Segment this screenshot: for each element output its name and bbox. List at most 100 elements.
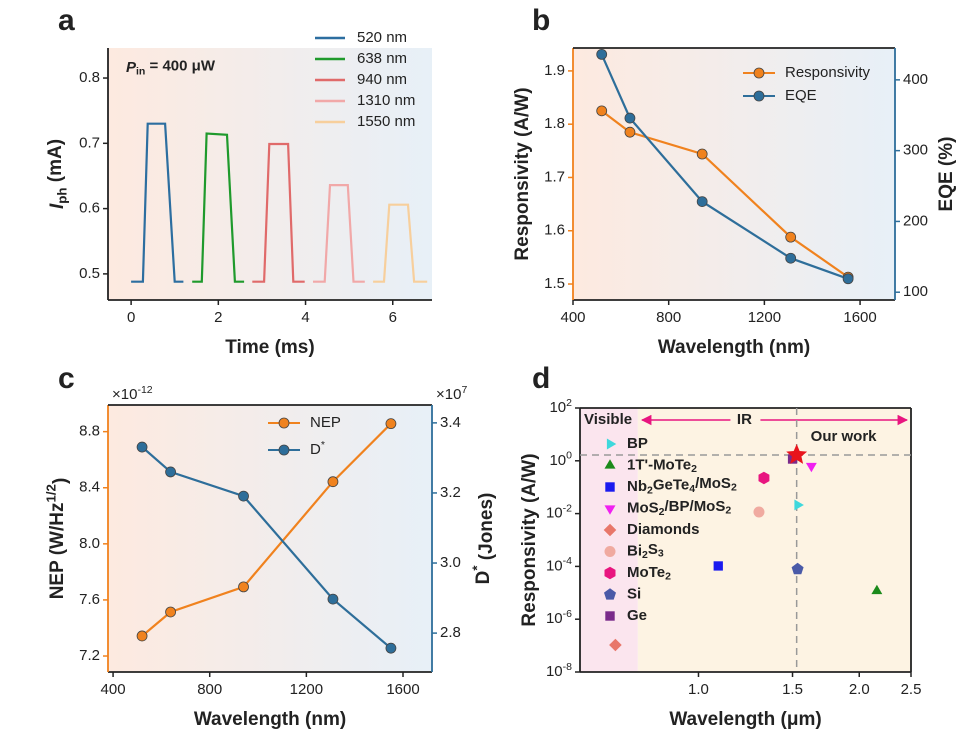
y2-multiplier: ×107	[436, 384, 467, 403]
x-tick-label: 1600	[843, 309, 876, 326]
y2-tick-label: 400	[903, 71, 928, 88]
x-axis-label: Wavelength (μm)	[669, 709, 821, 730]
data-point	[785, 252, 797, 264]
marker	[786, 444, 808, 464]
y-tick-label: 10-2	[546, 502, 572, 521]
data-point	[136, 630, 148, 642]
x-tick-label: 1.0	[688, 681, 709, 698]
x-tick-label: 800	[197, 681, 222, 698]
y-axis-label: Responsivity (A/W)	[512, 87, 533, 260]
y-tick-label: 8.4	[79, 479, 100, 496]
data-point	[624, 112, 636, 124]
marker	[758, 471, 770, 485]
x-tick-label: 2.5	[901, 681, 922, 698]
legend-label: 520 nm	[357, 29, 407, 46]
x-tick-label: 2.0	[849, 681, 870, 698]
y2-axis-label: EQE (%)	[936, 137, 957, 212]
legend-label: D*	[310, 439, 325, 458]
y-tick-label: 0.5	[79, 265, 100, 282]
marker	[603, 523, 617, 537]
legend-label: EQE	[785, 87, 817, 104]
data-point	[596, 105, 608, 117]
data-point	[165, 606, 176, 618]
legend-label: Bi2S3	[627, 541, 664, 561]
legend-label: MoS2/BP/MoS2	[627, 498, 731, 518]
marker	[604, 588, 616, 600]
series-line	[373, 203, 428, 283]
legend-label: 638 nm	[357, 50, 407, 67]
data-point	[327, 476, 339, 488]
data-point	[238, 490, 249, 502]
y-tick-label: 10-6	[546, 608, 572, 627]
legend-label: Nb2GeTe4/MoS2	[627, 475, 737, 497]
legend-swatch	[753, 67, 765, 79]
marker	[605, 611, 615, 621]
y-axis-label: Responsivity (A/W)	[519, 453, 540, 626]
data-point	[596, 48, 608, 60]
annotation: Pin = 400 μW	[126, 57, 216, 77]
x-tick-label: 0	[127, 309, 135, 326]
legend-label: 1T'-MoTe2	[627, 456, 697, 474]
y2-tick-label: 3.0	[440, 554, 461, 571]
region	[637, 408, 911, 672]
y2-tick-label: 200	[903, 212, 928, 229]
data-point	[785, 231, 797, 243]
data-point	[136, 441, 148, 453]
plot-background	[108, 405, 432, 672]
marker	[794, 499, 804, 511]
legend-label: 1310 nm	[357, 92, 415, 109]
y-tick-label: 7.6	[79, 591, 100, 608]
marker	[606, 438, 617, 450]
legend-label: 940 nm	[357, 71, 407, 88]
series-line	[313, 184, 365, 283]
x-tick-label: 1200	[290, 681, 323, 698]
x-axis-label: Time (ms)	[225, 337, 314, 358]
y2-axis-label: D* (Jones)	[469, 493, 497, 585]
x-tick-label: 2	[214, 309, 222, 326]
series-line	[252, 142, 305, 283]
y2-tick-label: 300	[903, 142, 928, 159]
x-tick-label: 4	[301, 309, 309, 326]
legend-label: BP	[627, 435, 648, 452]
y-tick-label: 1.9	[544, 62, 565, 79]
x-tick-label: 1200	[748, 309, 781, 326]
plot-background	[573, 48, 895, 300]
marker	[871, 584, 883, 595]
y2-tick-label: 3.2	[440, 484, 461, 501]
legend-label: 1550 nm	[357, 113, 415, 130]
legend-swatch	[278, 444, 290, 456]
marker	[604, 505, 616, 515]
region	[580, 408, 638, 672]
y2-tick-label: 100	[903, 283, 928, 300]
y-tick-label: 102	[549, 397, 572, 416]
marker	[713, 561, 723, 571]
x-tick-label: 800	[656, 309, 681, 326]
data-point	[842, 273, 854, 285]
data-point	[385, 642, 397, 654]
y-tick-label: 0.8	[79, 69, 100, 86]
y-axis-label: NEP (W/Hz1/2)	[43, 478, 71, 600]
y-axis-label: Iph (mA)	[45, 139, 69, 209]
y-tick-label: 8.0	[79, 535, 100, 552]
marker	[604, 459, 616, 469]
x-tick-label: 1.5	[782, 681, 803, 698]
legend-label: Si	[627, 585, 641, 602]
legend-label: NEP	[310, 414, 341, 431]
legend-swatch	[753, 90, 765, 102]
legend-label: Ge	[627, 607, 647, 624]
marker	[604, 566, 616, 580]
data-point	[696, 148, 708, 160]
x-tick-label: 6	[389, 309, 397, 326]
highlight-label: Our work	[811, 428, 878, 445]
region-label: IR	[737, 411, 752, 428]
x-tick-label: 1600	[386, 681, 419, 698]
y-tick-label: 7.2	[79, 647, 100, 664]
legend-label: Responsivity	[785, 64, 871, 81]
panel-letter: b	[532, 4, 550, 37]
legend-swatch	[278, 417, 290, 429]
y-multiplier: ×10-12	[112, 384, 153, 403]
y-tick-label: 1.7	[544, 168, 565, 185]
panel-letter: a	[58, 4, 75, 37]
legend-label: Diamonds	[627, 521, 700, 538]
